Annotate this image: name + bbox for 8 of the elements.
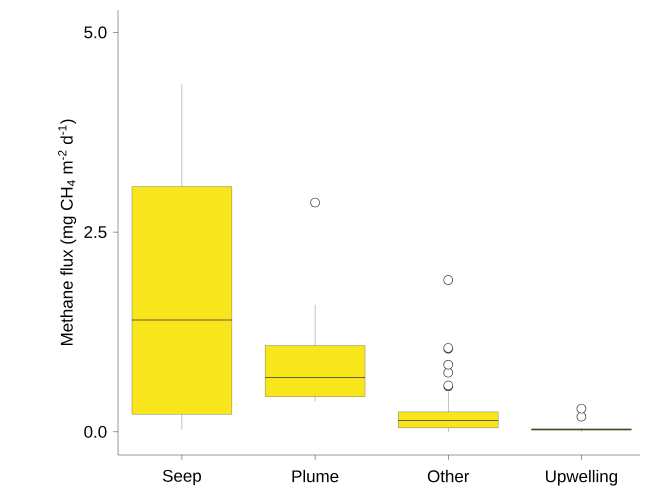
y-tick-label: 5.0: [84, 26, 107, 38]
y-tick-label: 2.5: [84, 226, 106, 238]
y-tick-label: 0.0: [84, 426, 107, 438]
x-tick-label: Plume: [292, 470, 338, 482]
y-axis-title: Methane flux (mg CH$_{4}$ m$^{-2}$ d$^{-1}$): [58, 120, 76, 345]
x-tick-label: Seep: [162, 470, 201, 486]
x-tick-label: Other: [428, 470, 470, 482]
x-tick-label: Upwelling: [546, 470, 618, 486]
